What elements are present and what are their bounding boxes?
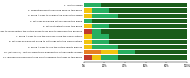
- Bar: [92, 45, 118, 49]
- Bar: [109, 8, 187, 13]
- Bar: [84, 8, 92, 13]
- Bar: [101, 55, 118, 60]
- Bar: [92, 40, 109, 44]
- Bar: [84, 40, 92, 44]
- Bar: [84, 50, 101, 54]
- Bar: [84, 45, 92, 49]
- Bar: [92, 29, 101, 34]
- Bar: [101, 29, 187, 34]
- Bar: [109, 24, 187, 28]
- Bar: [92, 24, 109, 28]
- Bar: [101, 3, 187, 7]
- Bar: [92, 19, 187, 23]
- Bar: [109, 34, 187, 39]
- Bar: [118, 14, 187, 18]
- Bar: [135, 50, 187, 54]
- Bar: [84, 55, 92, 60]
- Bar: [92, 14, 118, 18]
- Bar: [92, 55, 101, 60]
- Bar: [118, 50, 135, 54]
- Bar: [101, 50, 118, 54]
- Bar: [84, 29, 92, 34]
- Bar: [118, 45, 187, 49]
- Bar: [84, 3, 101, 7]
- Bar: [118, 55, 187, 60]
- Bar: [92, 8, 109, 13]
- Bar: [84, 24, 92, 28]
- Bar: [92, 34, 109, 39]
- Bar: [84, 14, 92, 18]
- Bar: [109, 40, 187, 44]
- Bar: [84, 34, 92, 39]
- Bar: [84, 19, 92, 23]
